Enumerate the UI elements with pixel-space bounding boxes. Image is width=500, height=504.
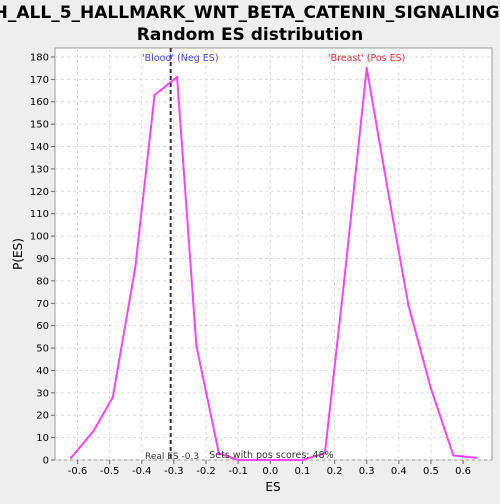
y-tick-label: 70 <box>36 299 49 310</box>
x-tick-label: 0.3 <box>359 466 375 477</box>
x-tick-label: 0.5 <box>423 466 439 477</box>
y-tick-label: 110 <box>30 209 49 220</box>
distribution-point <box>259 458 262 462</box>
y-tick-label: 80 <box>36 276 49 287</box>
distribution-point <box>474 456 478 459</box>
x-tick-label: 0.2 <box>327 466 343 477</box>
y-tick-label: 60 <box>36 321 49 332</box>
distribution-point <box>365 66 368 70</box>
y-tick-label: 90 <box>36 254 49 265</box>
distribution-point <box>217 452 221 455</box>
distribution-point <box>301 458 304 462</box>
y-tick-label: 50 <box>36 344 49 355</box>
x-tick-label: -0.5 <box>100 466 120 477</box>
x-tick-label: 0.0 <box>262 466 278 477</box>
x-tick-label: -0.6 <box>68 466 88 477</box>
real-es-label: Real ES -0.3 <box>145 452 199 462</box>
y-tick-label: 170 <box>30 75 49 86</box>
pos-scores-label: Sets with pos scores: 48% <box>209 450 333 461</box>
x-tick-label: 0.4 <box>391 466 407 477</box>
y-tick-label: 20 <box>36 411 49 422</box>
y-tick-label: 40 <box>36 366 49 377</box>
distribution-point <box>69 456 73 459</box>
y-tick-label: 140 <box>30 142 49 153</box>
chart-title-line1: H_ALL_5_HALLMARK_WNT_BETA_CATENIN_SIGNAL… <box>0 3 500 23</box>
distribution-point <box>342 279 346 283</box>
distribution-point <box>195 344 198 348</box>
distribution-point <box>429 387 433 390</box>
y-tick-label: 30 <box>36 388 49 399</box>
distribution-point <box>134 266 137 269</box>
x-tick-label: -0.1 <box>228 466 248 477</box>
plot-area <box>54 47 493 461</box>
y-tick-label: 10 <box>36 433 49 444</box>
distribution-point <box>407 304 410 307</box>
distribution-point <box>153 93 156 97</box>
axis-layer: 0 10 20 30 40 50 60 70 80 90 100 110 120 130 140 150 160… <box>30 52 471 477</box>
distribution-point <box>111 396 115 399</box>
y-tick-label: 160 <box>30 97 49 108</box>
distribution-point <box>281 458 285 462</box>
distribution-point <box>175 75 179 79</box>
x-tick-label: 0.6 <box>455 466 471 477</box>
chart-title-line2: Random ES distribution <box>137 25 363 45</box>
distribution-point <box>452 454 455 457</box>
x-tick-label: -0.2 <box>196 466 216 477</box>
neg-es-label: 'Blood' (Neg ES) <box>142 53 219 64</box>
distribution-point <box>236 458 240 462</box>
y-tick-label: 130 <box>30 164 49 175</box>
pos-es-label: 'Breast' (Pos ES) <box>328 53 405 64</box>
y-tick-label: 150 <box>30 120 49 131</box>
y-tick-label: 100 <box>30 232 49 243</box>
distribution-point <box>387 196 391 200</box>
distribution-point <box>92 429 95 433</box>
distribution-point <box>323 452 327 455</box>
x-tick-label: -0.4 <box>132 466 152 477</box>
series-layer <box>69 66 478 462</box>
x-tick-label: -0.3 <box>164 466 184 477</box>
distribution-line <box>70 67 477 461</box>
x-axis-label: ES <box>265 480 280 494</box>
y-tick-label: 180 <box>30 52 49 63</box>
x-tick-label: 0.1 <box>294 466 310 477</box>
y-tick-label: 0 <box>43 456 49 467</box>
y-tick-label: 120 <box>30 187 49 198</box>
y-axis-label: P(ES) <box>11 238 25 270</box>
